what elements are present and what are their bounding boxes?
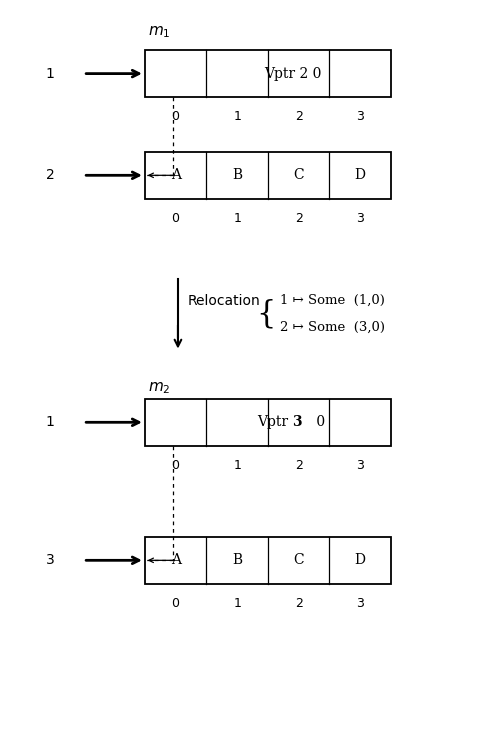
Text: 1: 1 [233, 111, 241, 123]
Text: B: B [232, 168, 242, 182]
Text: 0: 0 [171, 111, 180, 123]
Text: 1 ↦ Some  (1,0): 1 ↦ Some (1,0) [280, 294, 385, 307]
Bar [145, 537, 391, 584]
Text: A: A [171, 553, 181, 567]
Text: 2 ↦ Some  (3,0): 2 ↦ Some (3,0) [280, 321, 385, 333]
Text: 3: 3 [356, 459, 364, 472]
Text: 3: 3 [356, 212, 364, 225]
Text: Vptr: Vptr [257, 415, 293, 429]
Text: D: D [355, 553, 366, 567]
Text: 3: 3 [356, 597, 364, 610]
Text: 2: 2 [295, 212, 303, 225]
Text: 2: 2 [46, 168, 55, 182]
Text: $m_2$: $m_2$ [148, 380, 170, 395]
Bar [145, 399, 391, 446]
Text: 3: 3 [46, 553, 55, 567]
Text: 0: 0 [312, 415, 326, 429]
Text: 1: 1 [233, 459, 241, 472]
Text: 0: 0 [171, 212, 180, 225]
Text: B: B [232, 553, 242, 567]
Text: 3: 3 [356, 111, 364, 123]
Text: 1: 1 [233, 597, 241, 610]
Text: C: C [293, 553, 304, 567]
Text: 0: 0 [171, 459, 180, 472]
Text: 2: 2 [295, 597, 303, 610]
Text: 1: 1 [233, 212, 241, 225]
Text: Vptr 2 0: Vptr 2 0 [264, 67, 321, 81]
Bar [145, 50, 391, 97]
Text: 1: 1 [46, 415, 55, 429]
Text: Relocation: Relocation [187, 294, 260, 307]
Text: 0: 0 [171, 597, 180, 610]
Text: 1: 1 [46, 67, 55, 81]
Text: C: C [293, 168, 304, 182]
Text: $m_1$: $m_1$ [148, 24, 171, 40]
Text: 2: 2 [295, 111, 303, 123]
Text: 2: 2 [295, 459, 303, 472]
Text: A: A [171, 168, 181, 182]
Bar [145, 152, 391, 199]
Text: 3: 3 [293, 415, 302, 429]
Text: {: { [256, 298, 275, 329]
Text: D: D [355, 168, 366, 182]
